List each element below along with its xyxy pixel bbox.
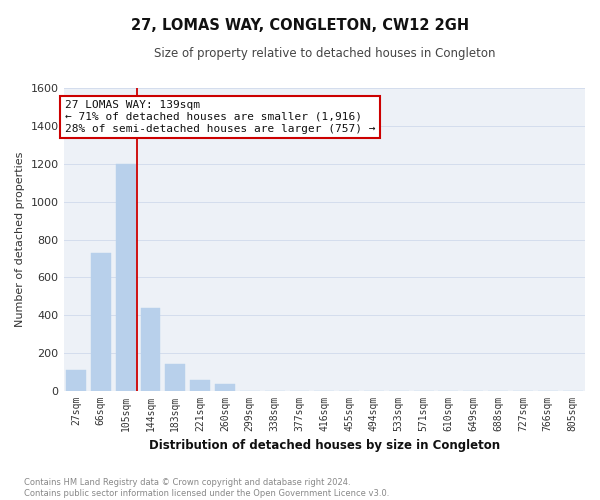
Bar [140, 308, 160, 391]
Title: Size of property relative to detached houses in Congleton: Size of property relative to detached ho… [154, 48, 495, 60]
Text: 27, LOMAS WAY, CONGLETON, CW12 2GH: 27, LOMAS WAY, CONGLETON, CW12 2GH [131, 18, 469, 32]
Text: 27 LOMAS WAY: 139sqm
← 71% of detached houses are smaller (1,916)
28% of semi-de: 27 LOMAS WAY: 139sqm ← 71% of detached h… [65, 100, 375, 134]
Bar [116, 164, 136, 391]
Bar [190, 380, 210, 391]
Bar [91, 253, 111, 391]
X-axis label: Distribution of detached houses by size in Congleton: Distribution of detached houses by size … [149, 440, 500, 452]
Bar [66, 370, 86, 391]
Text: Contains HM Land Registry data © Crown copyright and database right 2024.
Contai: Contains HM Land Registry data © Crown c… [24, 478, 389, 498]
Y-axis label: Number of detached properties: Number of detached properties [15, 152, 25, 327]
Bar [215, 384, 235, 391]
Bar [166, 364, 185, 391]
